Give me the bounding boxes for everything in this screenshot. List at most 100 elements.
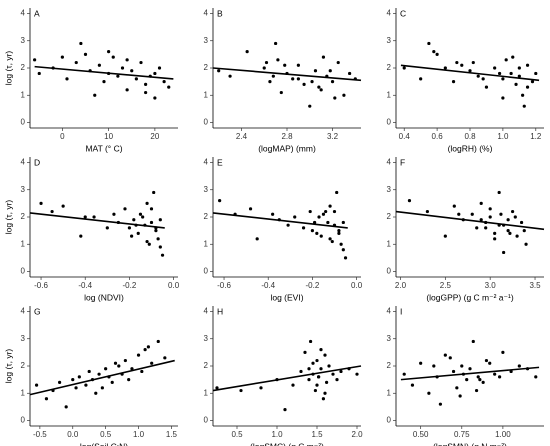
point xyxy=(144,82,148,86)
point xyxy=(139,60,143,65)
point xyxy=(130,234,134,238)
point xyxy=(330,239,334,244)
point xyxy=(427,41,431,46)
point xyxy=(319,234,323,238)
point xyxy=(517,66,521,70)
panel-label: E xyxy=(217,157,223,167)
point xyxy=(509,71,513,76)
y-tick-label: 3 xyxy=(21,185,26,194)
point xyxy=(92,215,96,219)
y-tick-label: 3 xyxy=(21,36,26,45)
panel-label: B xyxy=(217,8,223,18)
point xyxy=(481,380,485,384)
x-tick-label: 2.8 xyxy=(281,132,293,141)
point xyxy=(319,367,323,371)
y-tick-label: 3 xyxy=(387,36,392,45)
point xyxy=(432,364,436,368)
point xyxy=(74,60,78,65)
point xyxy=(493,237,497,241)
point xyxy=(97,63,101,67)
y-tick-label: 2 xyxy=(204,361,209,370)
x-tick-label: 0.6 xyxy=(432,132,444,141)
x-tick-label: 0.8 xyxy=(464,132,476,141)
point xyxy=(112,212,116,216)
y-tick-label: 3 xyxy=(204,36,209,45)
point xyxy=(317,375,321,379)
y-tick-label: 4 xyxy=(21,9,26,18)
x-tick-label: 1.5 xyxy=(166,430,178,439)
point xyxy=(508,231,512,235)
x-tick-label: 10 xyxy=(104,132,113,141)
x-tick-label: 2.0 xyxy=(395,281,407,290)
trend-line xyxy=(34,65,174,80)
point xyxy=(493,372,497,376)
y-tick-label: 2 xyxy=(21,212,26,221)
x-tick-label: 0.0 xyxy=(67,430,79,439)
point xyxy=(163,356,167,360)
point xyxy=(291,77,295,81)
point xyxy=(296,63,300,67)
point xyxy=(336,60,340,65)
point xyxy=(497,190,501,195)
point xyxy=(534,375,538,379)
point xyxy=(343,256,348,260)
x-tick-label: 1.00 xyxy=(495,430,511,439)
x-tick-label: -0.4 xyxy=(261,281,275,290)
point xyxy=(79,41,83,46)
point xyxy=(427,391,431,395)
point xyxy=(262,66,266,70)
point xyxy=(335,190,339,195)
point xyxy=(341,220,345,225)
point xyxy=(525,85,530,89)
point xyxy=(136,353,141,357)
y-tick-label: 0 xyxy=(204,416,209,425)
y-tick-label: 1 xyxy=(204,388,209,397)
point xyxy=(130,69,134,73)
point xyxy=(217,69,221,73)
x-tick-label: 0.75 xyxy=(454,430,470,439)
y-tick-label: 3 xyxy=(387,185,392,194)
x-tick-label: 3.5 xyxy=(529,281,541,290)
point xyxy=(245,50,249,54)
point xyxy=(153,71,157,76)
panel-label: F xyxy=(400,157,405,167)
point xyxy=(291,383,295,387)
point xyxy=(293,215,297,219)
point xyxy=(107,50,111,54)
point xyxy=(504,58,508,62)
point xyxy=(451,369,456,374)
point xyxy=(323,353,327,357)
point xyxy=(239,388,243,393)
point xyxy=(471,339,475,344)
point xyxy=(152,190,156,195)
trend-line xyxy=(212,212,348,229)
point xyxy=(74,386,78,390)
point xyxy=(37,71,41,76)
point xyxy=(470,212,474,216)
point xyxy=(309,339,313,344)
point xyxy=(455,386,459,390)
y-tick-label: 4 xyxy=(387,158,392,167)
trend-line xyxy=(395,210,545,231)
x-tick-label: 1.2 xyxy=(530,132,542,141)
y-axis-label: log (τ, yr) xyxy=(3,200,13,235)
point xyxy=(407,199,412,203)
y-tick-label: 0 xyxy=(387,118,392,127)
point xyxy=(501,350,505,354)
point xyxy=(315,383,319,387)
x-axis-label: log (NDVI) xyxy=(84,292,124,302)
point xyxy=(460,63,464,67)
point xyxy=(501,96,505,100)
trend-line xyxy=(212,365,362,392)
x-tick-label: 1.0 xyxy=(271,430,283,439)
point xyxy=(125,88,129,92)
point xyxy=(475,226,479,230)
point xyxy=(34,383,39,387)
point xyxy=(87,369,91,374)
point xyxy=(339,242,343,246)
point xyxy=(524,242,528,246)
point xyxy=(519,220,524,225)
point xyxy=(83,215,87,219)
point xyxy=(141,215,145,219)
